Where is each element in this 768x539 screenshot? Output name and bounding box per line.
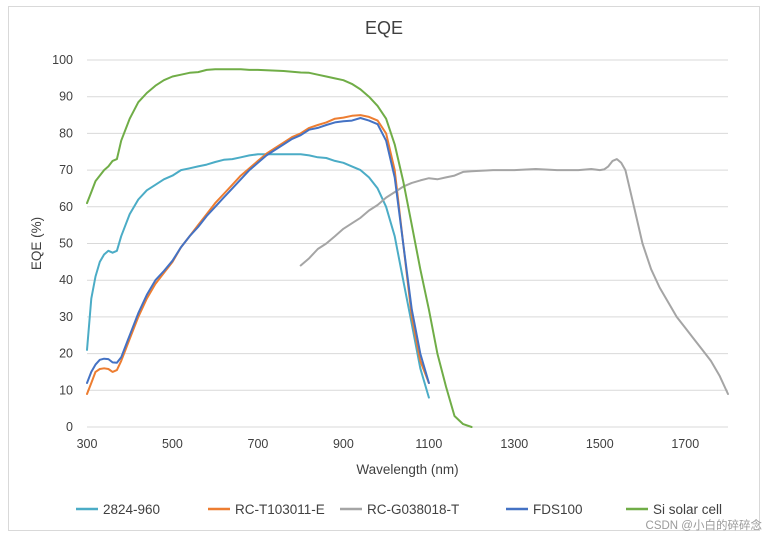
axes: 0 10 20 30 40 50 60 70 80 90 100 300 500 700 900 1100 13… [52,53,699,451]
series-line-4 [86,68,473,428]
x-axis-label: Wavelength (nm) [356,462,458,477]
y-tick-label: 50 [59,237,73,251]
legend-label-1: RC-T103011-E [235,502,325,517]
series-line-2 [299,158,729,395]
legend-label-0: 2824-960 [103,502,160,517]
x-tick-label: 700 [248,437,269,451]
series-line-3 [86,117,430,384]
y-tick-label: 60 [59,200,73,214]
y-tick-label: 100 [52,53,73,67]
y-tick-label: 40 [59,273,73,287]
series-line-1 [86,114,430,395]
legend-label-2: RC-G038018-T [367,502,459,517]
x-tick-label: 1300 [500,437,528,451]
chart-title: EQE [364,18,403,38]
x-tick-label: 1500 [586,437,614,451]
y-tick-label: 80 [59,126,73,140]
x-tick-label: 300 [77,437,98,451]
y-axis-label: EQE (%) [29,217,44,270]
legend-label-3: FDS100 [533,502,583,517]
chart-frame [8,6,760,531]
y-tick-label: 90 [59,90,73,104]
series-line-0 [86,153,430,399]
y-tick-label: 0 [66,420,73,434]
y-tick-label: 10 [59,383,73,397]
y-tick-label: 70 [59,163,73,177]
legend: 2824-960 RC-T103011-E RC-G038018-T FDS100 Si… [76,502,722,517]
y-tick-label: 20 [59,347,73,361]
watermark: CSDN @小白的碎碎念 [645,520,762,532]
series-lines [86,68,729,428]
x-tick-label: 1100 [415,437,442,451]
x-tick-label: 900 [333,437,354,451]
y-tick-label: 30 [59,310,73,324]
x-tick-label: 500 [162,437,183,451]
x-tick-label: 1700 [671,437,699,451]
legend-label-4: Si solar cell [653,502,722,517]
